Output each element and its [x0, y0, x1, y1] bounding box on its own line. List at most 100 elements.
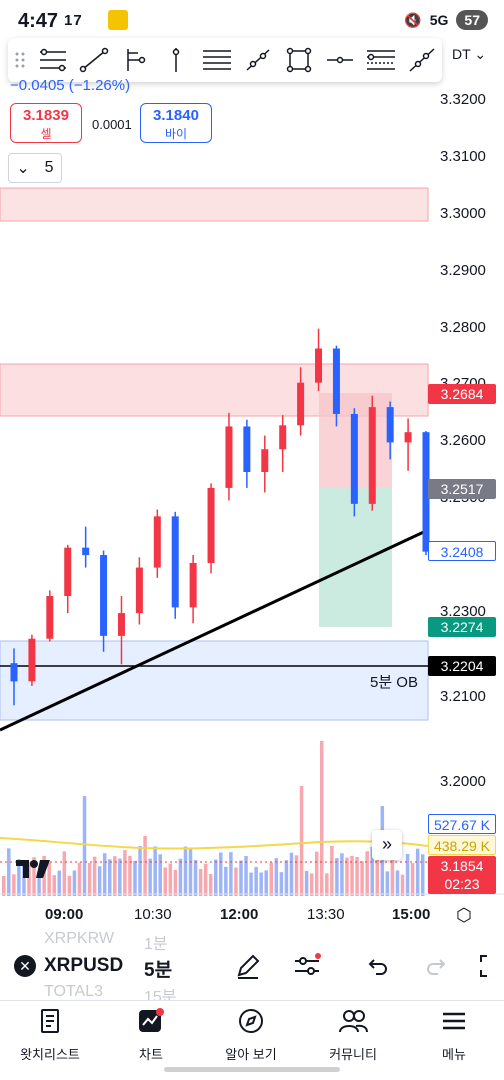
fib-retracement-icon[interactable]	[32, 38, 73, 82]
volume-bar	[224, 866, 228, 896]
home-indicator	[164, 1067, 340, 1072]
volume-bar	[47, 862, 51, 896]
volume-bar	[405, 853, 410, 896]
fullscreen-icon[interactable]	[478, 953, 504, 984]
volume-bar	[219, 852, 223, 896]
time-tick: 10:30	[134, 906, 172, 923]
pitchfork-icon[interactable]	[114, 38, 155, 82]
nav-label: 차트	[139, 1047, 163, 1062]
order-block-zone	[0, 640, 429, 721]
nav-watchlist[interactable]: 왓치리스트	[5, 1007, 95, 1063]
collapse-indicators-button[interactable]: ⌄ 5	[8, 153, 62, 183]
volume-bar	[254, 866, 258, 896]
volume-bar	[2, 876, 6, 896]
volume-bar	[274, 858, 279, 896]
indicators-icon[interactable]	[292, 953, 322, 984]
pencil-icon[interactable]	[234, 952, 262, 985]
volume-bar	[158, 854, 162, 896]
volume-bar	[279, 872, 284, 896]
volume-bar	[148, 858, 152, 896]
volume-bar	[102, 853, 107, 896]
price-change: −0.0405 (−1.26%)	[10, 77, 131, 94]
bar-countdown: 02:23	[428, 874, 496, 894]
candle-body	[46, 596, 54, 639]
vertical-line-icon[interactable]	[155, 38, 196, 82]
volume-bar	[239, 860, 243, 896]
horizontal-ray-icon[interactable]	[319, 38, 360, 82]
axis-label: 3.2100	[440, 688, 486, 705]
sell-button[interactable]: 3.1839 셀	[10, 103, 82, 143]
indicator-count: 5	[44, 159, 54, 176]
scroll-to-realtime-button[interactable]: »	[372, 830, 402, 860]
dt-dropdown[interactable]: DT ⌄	[452, 46, 487, 62]
target-price-tag: 3.2274	[428, 617, 496, 637]
volume-bar	[214, 859, 218, 896]
buy-label: 바이	[164, 127, 188, 141]
volume-bar	[208, 874, 213, 896]
volume-bar	[375, 851, 380, 896]
volume-bar	[12, 874, 16, 896]
volume-bar	[325, 873, 329, 896]
volume-bar	[27, 862, 31, 896]
candle-body	[64, 547, 72, 597]
status-time: 4:47	[18, 10, 59, 32]
chevron-down-icon: ⌄	[16, 160, 30, 177]
axis-label: 3.2000	[440, 773, 486, 790]
candle-body	[10, 663, 18, 682]
volume-bar	[264, 870, 268, 896]
undo-icon[interactable]	[366, 955, 388, 982]
volume-bar	[360, 861, 364, 896]
volume-bar	[365, 851, 369, 896]
buy-button[interactable]: 3.1840 바이	[140, 103, 212, 143]
volume-bar	[163, 867, 168, 896]
volume-bar	[203, 863, 208, 896]
nav-chart[interactable]: 차트	[106, 1007, 196, 1063]
volume-bar	[269, 862, 274, 896]
settings-hex-icon[interactable]: ⬡	[456, 905, 472, 925]
volume-bar	[259, 872, 263, 896]
ob-annotation: 5분 OB	[370, 674, 418, 691]
fib-channel-icon[interactable]	[360, 38, 401, 82]
volume-bar	[7, 848, 11, 896]
volume-bar	[390, 855, 395, 896]
ray-icon[interactable]	[237, 38, 278, 82]
trend-line-icon[interactable]	[73, 38, 114, 82]
candle-body	[386, 407, 394, 443]
axis-label: 3.2900	[440, 262, 486, 279]
symbol-selector[interactable]: XRPUSD	[44, 955, 124, 976]
buy-price: 3.1840	[153, 107, 199, 124]
candle-body	[207, 487, 215, 564]
volume-bar	[410, 863, 415, 896]
candle-body	[261, 449, 269, 472]
volume-bar	[229, 852, 233, 896]
nav-explore[interactable]: 알아 보기	[206, 1007, 296, 1063]
time-tick: 12:00	[220, 906, 259, 923]
parallel-channel-icon[interactable]	[196, 38, 237, 82]
time-tick: 09:00	[45, 906, 84, 923]
time-tick: 15:00	[392, 906, 431, 923]
volume-bar	[118, 858, 122, 896]
candle-body	[315, 348, 323, 383]
volume-bar	[350, 855, 354, 896]
ghost-symbol-below: TOTAL3	[44, 983, 103, 1000]
axis-label: 3.3200	[440, 91, 486, 108]
nav-community[interactable]: 커뮤니티	[308, 1007, 398, 1063]
candle-body	[332, 348, 340, 414]
volume-bar	[67, 875, 72, 896]
timeframe-selector[interactable]: 5분	[144, 960, 173, 981]
volume-bar	[97, 866, 102, 896]
rectangle-icon[interactable]	[278, 38, 319, 82]
community-icon	[339, 1010, 368, 1033]
nav-menu[interactable]: 메뉴	[409, 1007, 499, 1063]
volume-bar	[168, 863, 173, 896]
spread-value: 0.0001	[92, 117, 132, 132]
extended-line-icon[interactable]	[401, 38, 442, 82]
chart-canvas[interactable]	[0, 0, 504, 930]
volume-bar	[128, 855, 132, 896]
grip-icon[interactable]	[8, 38, 32, 82]
drawing-toolbar	[8, 38, 442, 82]
ghost-timeframe-above: 1분	[144, 936, 168, 953]
volume-bar	[244, 856, 248, 896]
volume-bar	[415, 848, 420, 896]
candle-body	[404, 432, 412, 443]
